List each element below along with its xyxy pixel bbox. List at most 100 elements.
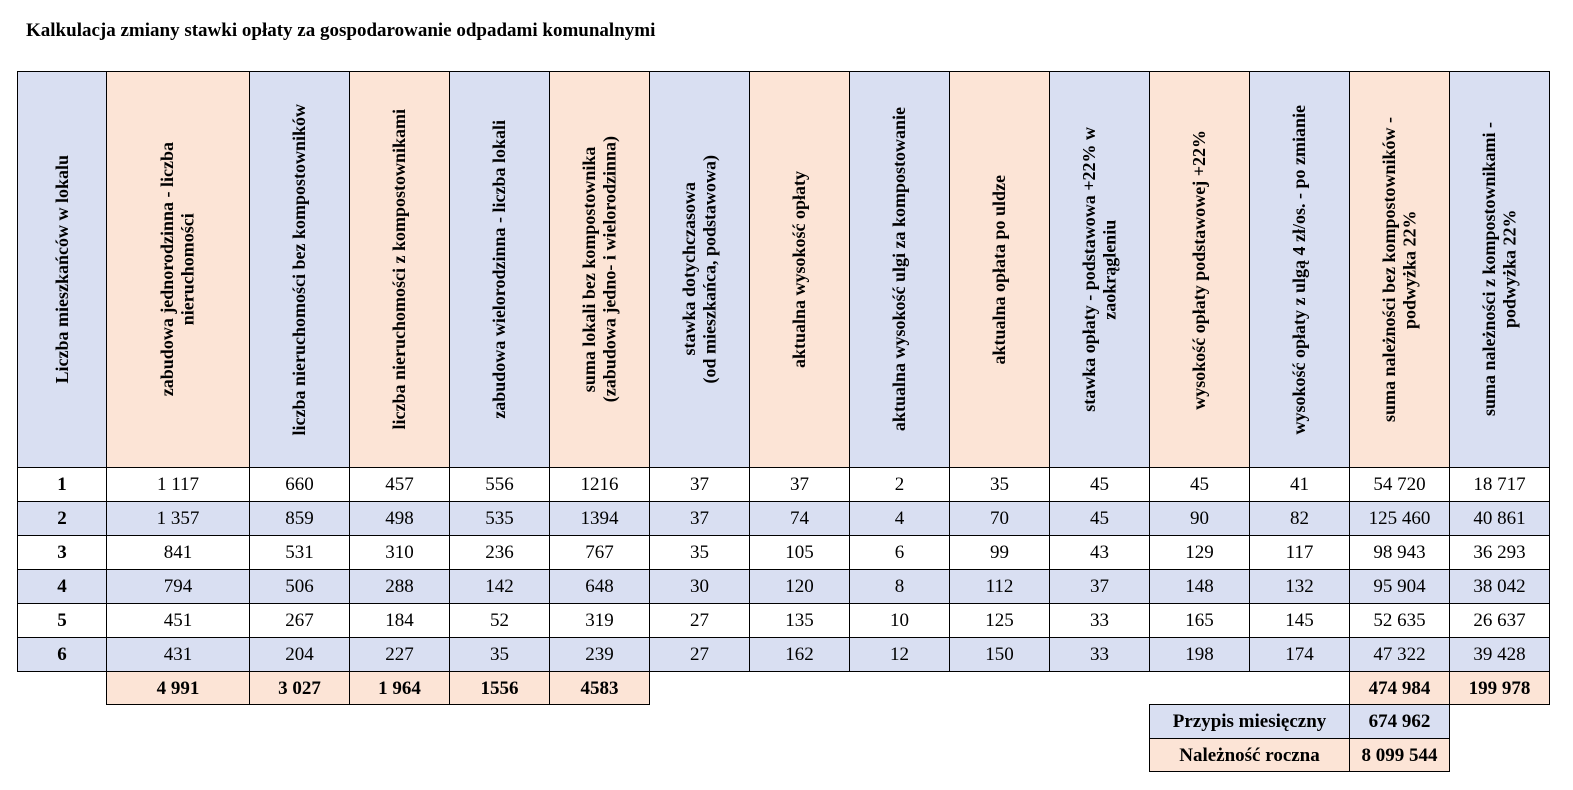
table-cell: 556 [449, 467, 550, 502]
column-header: aktualna wysokość opłaty [749, 71, 850, 468]
column-header-label: suma należności z kompostownikami - podw… [1478, 122, 1520, 417]
table-cell: 431 [106, 637, 250, 672]
row-label: 6 [17, 637, 107, 672]
table-cell: 27 [649, 603, 750, 638]
column-header-label: aktualna wysokość ulgi za kompostowanie [889, 107, 910, 432]
row-label: 3 [17, 535, 107, 570]
table-cell: 239 [549, 637, 650, 672]
monthly-charge-value: 674 962 [1349, 704, 1450, 739]
table-cell: 531 [249, 535, 350, 570]
table-cell: 41 [1249, 467, 1350, 502]
column-header: liczba nieruchomości z kompostownikami [349, 71, 450, 468]
table-cell: 506 [249, 569, 350, 604]
table-cell: 112 [949, 569, 1050, 604]
table-cell: 165 [1149, 603, 1250, 638]
table-cell: 40 861 [1449, 501, 1550, 536]
table-cell: 82 [1249, 501, 1350, 536]
total-cell: 4583 [549, 671, 650, 705]
table-cell: 37 [749, 467, 850, 502]
table-cell: 648 [549, 569, 650, 604]
column-header-label: suma lokali bez kompostownika (zabudowa … [578, 136, 620, 403]
table-cell: 2 [849, 467, 950, 502]
table-cell: 145 [1249, 603, 1350, 638]
table-cell: 26 637 [1449, 603, 1550, 638]
table-cell: 18 717 [1449, 467, 1550, 502]
column-header-label: stawka opłaty - podstawowa +22% w zaokrą… [1078, 127, 1120, 412]
column-header-label: wysokość opłaty podstawowej +22% [1189, 129, 1210, 410]
table-cell: 1394 [549, 501, 650, 536]
table-cell: 35 [449, 637, 550, 672]
monthly-charge-label: Przypis miesięczny [1149, 704, 1350, 739]
table-cell: 498 [349, 501, 450, 536]
column-header: zabudowa wielorodzinna - liczba lokali [449, 71, 550, 468]
column-header: wysokość opłaty podstawowej +22% [1149, 71, 1250, 468]
column-header-label: aktualna wysokość opłaty [789, 170, 810, 369]
table-cell: 6 [849, 535, 950, 570]
row-label: 5 [17, 603, 107, 638]
column-header: suma należności bez kompostowników - pod… [1349, 71, 1450, 468]
table-cell: 204 [249, 637, 350, 672]
table-cell: 43 [1049, 535, 1150, 570]
table-cell: 142 [449, 569, 550, 604]
table-cell: 105 [749, 535, 850, 570]
page-title: Kalkulacja zmiany stawki opłaty za gospo… [26, 20, 656, 41]
table-cell: 120 [749, 569, 850, 604]
table-cell: 148 [1149, 569, 1250, 604]
column-header-label: zabudowa wielorodzinna - liczba lokali [489, 120, 510, 419]
column-header: zabudowa jednorodzinna - liczba nierucho… [106, 71, 250, 468]
total-cell: 1556 [449, 671, 550, 705]
table-cell: 37 [1049, 569, 1150, 604]
table-cell: 38 042 [1449, 569, 1550, 604]
table-cell: 47 322 [1349, 637, 1450, 672]
table-cell: 117 [1249, 535, 1350, 570]
table-cell: 451 [106, 603, 250, 638]
table-cell: 52 635 [1349, 603, 1450, 638]
total-cell: 1 964 [349, 671, 450, 705]
table-cell: 535 [449, 501, 550, 536]
table-cell: 8 [849, 569, 950, 604]
column-header: Liczba mieszkańców w lokalu [17, 71, 107, 468]
column-header-label: stawka dotychczasowa (od mieszkańca, pod… [678, 155, 720, 384]
total-cell: 199 978 [1449, 671, 1550, 705]
annual-due-value: 8 099 544 [1349, 738, 1450, 772]
table-cell: 37 [649, 501, 750, 536]
table-cell: 74 [749, 501, 850, 536]
table-cell: 288 [349, 569, 450, 604]
column-header-label: liczba nieruchomości z kompostownikami [389, 109, 410, 430]
table-cell: 227 [349, 637, 450, 672]
table-cell: 98 943 [1349, 535, 1450, 570]
total-cell: 4 991 [106, 671, 250, 705]
table-cell: 319 [549, 603, 650, 638]
row-label: 2 [17, 501, 107, 536]
table-cell: 95 904 [1349, 569, 1450, 604]
column-header-label: liczba nieruchomości bez kompostowników [289, 103, 310, 436]
column-header-label: Liczba mieszkańców w lokalu [51, 155, 72, 384]
table-cell: 132 [1249, 569, 1350, 604]
table-cell: 27 [649, 637, 750, 672]
total-cell: 3 027 [249, 671, 350, 705]
table-cell: 33 [1049, 637, 1150, 672]
table-cell: 54 720 [1349, 467, 1450, 502]
table-cell: 267 [249, 603, 350, 638]
annual-due-label: Należność roczna [1149, 738, 1350, 772]
table-cell: 99 [949, 535, 1050, 570]
table-cell: 37 [649, 467, 750, 502]
row-label: 4 [17, 569, 107, 604]
total-cell: 474 984 [1349, 671, 1450, 705]
column-header: aktualna opłata po uldze [949, 71, 1050, 468]
table-cell: 35 [949, 467, 1050, 502]
table-cell: 125 [949, 603, 1050, 638]
column-header-label: aktualna opłata po uldze [989, 174, 1010, 365]
table-cell: 45 [1049, 467, 1150, 502]
column-header-label: wysokość opłaty z ulgą 4 zł/os. - po zmi… [1289, 104, 1310, 435]
table-cell: 33 [1049, 603, 1150, 638]
table-cell: 1 357 [106, 501, 250, 536]
column-header: stawka dotychczasowa (od mieszkańca, pod… [649, 71, 750, 468]
column-header: wysokość opłaty z ulgą 4 zł/os. - po zmi… [1249, 71, 1350, 468]
table-cell: 174 [1249, 637, 1350, 672]
table-cell: 236 [449, 535, 550, 570]
table-cell: 1 117 [106, 467, 250, 502]
table-cell: 767 [549, 535, 650, 570]
column-header: aktualna wysokość ulgi za kompostowanie [849, 71, 950, 468]
column-header-label: zabudowa jednorodzinna - liczba nierucho… [157, 142, 198, 397]
